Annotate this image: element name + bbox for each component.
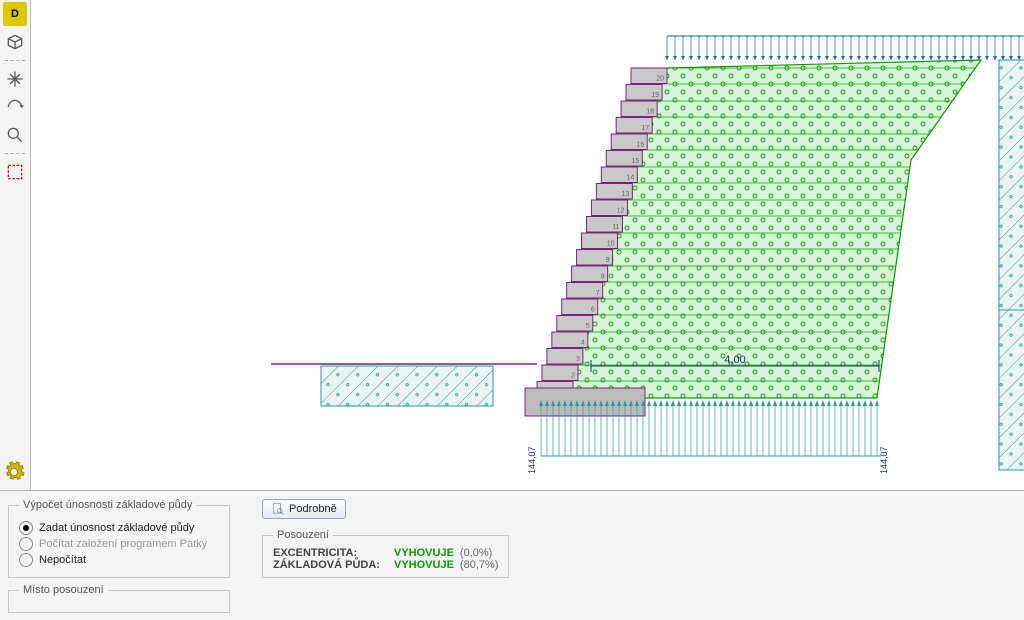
rotate-3d-button[interactable] (3, 95, 27, 119)
svg-text:11: 11 (612, 224, 619, 231)
zoom-button[interactable] (3, 123, 27, 147)
radio-icon (19, 537, 33, 551)
svg-text:4,00: 4,00 (724, 354, 745, 366)
pan-button[interactable] (3, 67, 27, 91)
model-viewport[interactable]: 2019181716151413121110987654321144,07144… (31, 0, 1024, 490)
result-status: VYHOVUJE (394, 559, 454, 571)
result-label: EXCENTRICITA: (273, 547, 388, 559)
svg-text:19: 19 (651, 92, 659, 99)
group-title: Výpočet únosnosti základové půdy (19, 499, 196, 511)
assessment-location-group: Místo posouzení (8, 584, 230, 613)
radio-enter-capacity[interactable]: Zadat únosnost základové půdy (19, 521, 219, 535)
group-title: Místo posouzení (19, 584, 108, 596)
svg-text:10: 10 (607, 241, 615, 248)
svg-text:9: 9 (606, 257, 610, 264)
settings-gear-icon[interactable] (2, 460, 26, 484)
svg-text:7: 7 (596, 290, 600, 297)
bearing-capacity-group: Výpočet únosnosti základové půdy Zadat ú… (8, 499, 230, 578)
radio-icon (19, 553, 33, 567)
assessment-results: Podrobně Posouzení EXCENTRICITA: VYHOVUJ… (262, 499, 509, 620)
result-foundation-soil: ZÁKLADOVÁ PŮDA: VYHOVUJE (80,7%) (273, 559, 498, 571)
svg-text:13: 13 (622, 191, 630, 198)
results-panel: Výpočet únosnosti základové půdy Zadat ú… (0, 490, 1024, 620)
svg-text:12: 12 (617, 208, 625, 215)
svg-text:20: 20 (656, 76, 664, 83)
result-pct: (0,0%) (460, 547, 492, 559)
view-3d-button[interactable] (3, 30, 27, 54)
radio-label: Počítat založení programem Patky (39, 538, 207, 550)
result-label: ZÁKLADOVÁ PŮDA: (273, 559, 388, 571)
radio-do-not-compute[interactable]: Nepočítat (19, 553, 219, 567)
svg-text:6: 6 (591, 307, 595, 314)
svg-text:144,07: 144,07 (879, 446, 889, 474)
svg-text:2: 2 (571, 373, 575, 380)
svg-text:17: 17 (641, 125, 649, 132)
magnifier-doc-icon (271, 502, 285, 516)
details-label: Podrobně (289, 503, 337, 515)
svg-text:144,07: 144,07 (527, 446, 537, 474)
svg-text:16: 16 (636, 142, 644, 149)
result-pct: (80,7%) (460, 559, 499, 571)
svg-text:4: 4 (581, 340, 585, 347)
fit-selection-button[interactable] (3, 160, 27, 184)
view-toolbar: D (0, 0, 31, 492)
svg-text:5: 5 (586, 323, 590, 330)
details-button[interactable]: Podrobně (262, 499, 346, 519)
result-eccentricity: EXCENTRICITA: VYHOVUJE (0,0%) (273, 547, 498, 559)
svg-text:15: 15 (631, 158, 639, 165)
view-2d-button[interactable]: D (3, 2, 27, 26)
result-block: Posouzení EXCENTRICITA: VYHOVUJE (0,0%) … (262, 529, 509, 578)
result-title: Posouzení (273, 529, 333, 541)
result-status: VYHOVUJE (394, 547, 454, 559)
radio-icon (19, 521, 33, 535)
radio-compute-patky: Počítat založení programem Patky (19, 537, 219, 551)
radio-label: Zadat únosnost základové půdy (39, 522, 194, 534)
calc-options: Výpočet únosnosti základové půdy Zadat ú… (8, 499, 230, 620)
svg-text:14: 14 (627, 175, 635, 182)
radio-label: Nepočítat (39, 554, 86, 566)
svg-text:3: 3 (576, 356, 580, 363)
svg-text:8: 8 (601, 274, 605, 281)
svg-text:18: 18 (646, 109, 654, 116)
